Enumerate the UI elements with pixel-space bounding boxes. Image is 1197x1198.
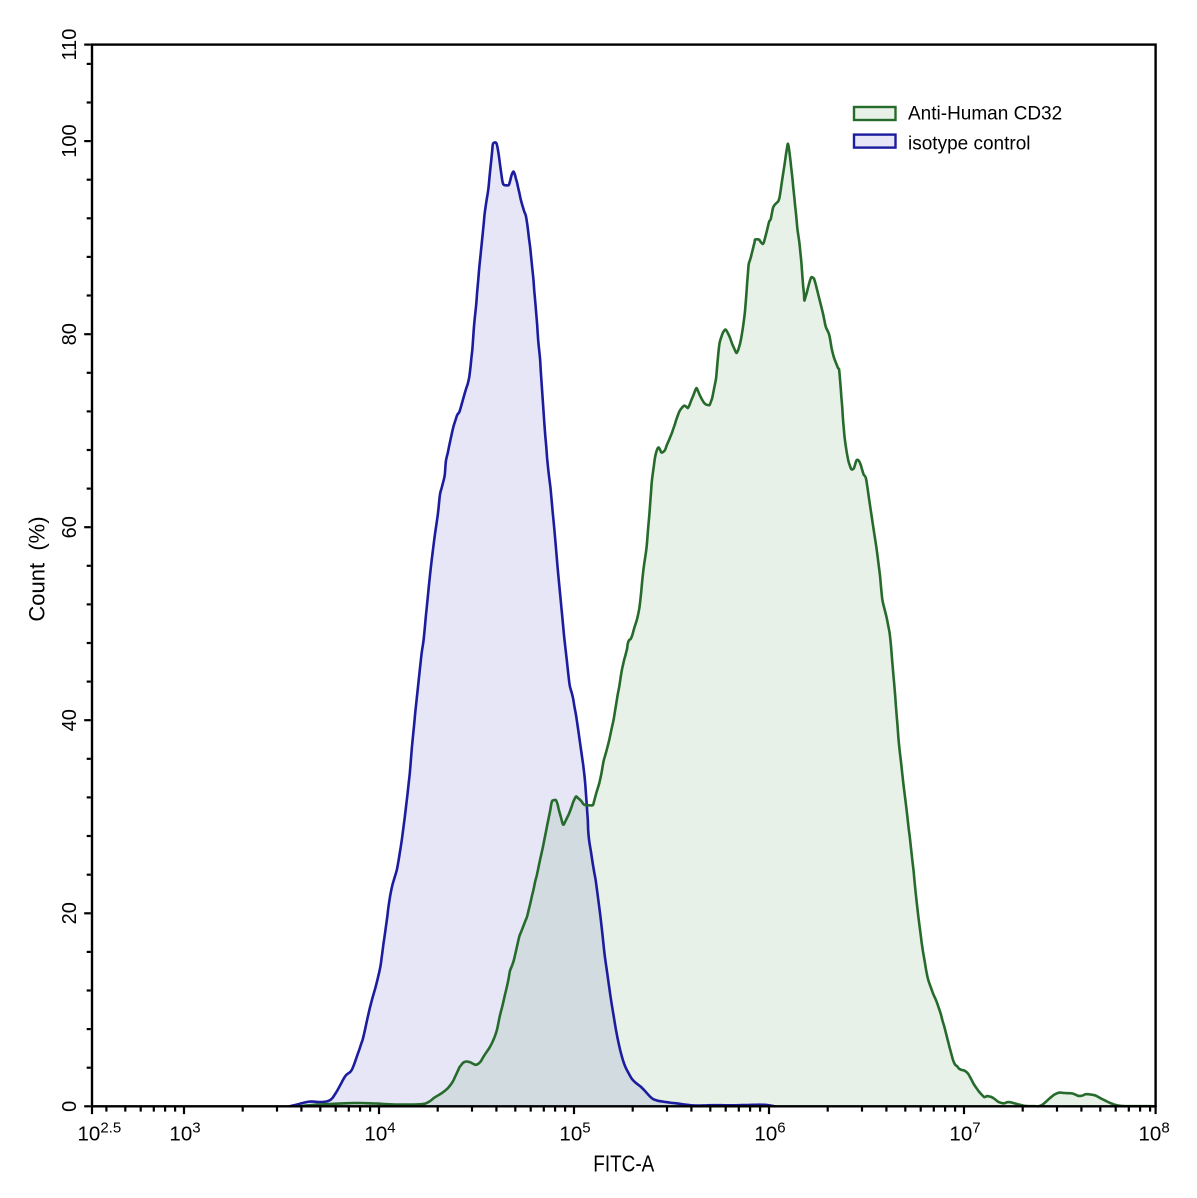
svg-text:20: 20 xyxy=(59,902,81,924)
svg-text:Anti-Human CD32: Anti-Human CD32 xyxy=(908,103,1062,124)
svg-text:100: 100 xyxy=(59,124,81,157)
svg-text:60: 60 xyxy=(59,516,81,538)
svg-text:isotype control: isotype control xyxy=(908,134,1031,155)
svg-text:40: 40 xyxy=(59,709,81,731)
svg-text:0: 0 xyxy=(59,1101,81,1112)
svg-text:110: 110 xyxy=(59,29,81,61)
svg-text:Count (%): Count (%) xyxy=(25,516,50,621)
svg-text:104: 104 xyxy=(364,1119,395,1145)
svg-text:FITC-A: FITC-A xyxy=(593,1151,654,1177)
svg-text:80: 80 xyxy=(59,323,81,345)
